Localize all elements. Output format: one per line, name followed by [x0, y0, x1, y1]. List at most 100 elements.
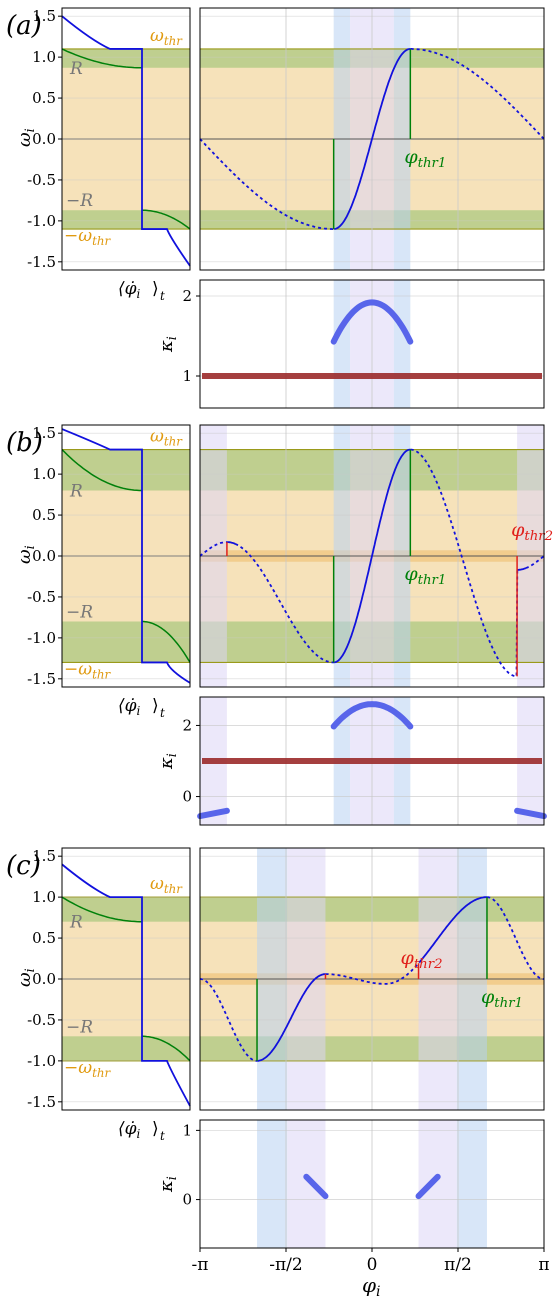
kappa-arc	[330, 299, 414, 345]
upper-green-curve	[61, 449, 142, 492]
y-tick-label: 0.0	[32, 130, 56, 148]
y-tick-label: -0.5	[27, 171, 56, 189]
left-panel-frame	[61, 7, 191, 271]
omega-curve-dotted	[199, 541, 228, 557]
lower-R-band	[62, 621, 190, 663]
phase-panel-frame	[199, 424, 545, 688]
panel-3: -1.5 -1.0 -0.5 0.0 0.5 1.0 1.5 ωthr R −R −ωthr ⟨φ̇i…	[6, 847, 550, 1300]
y-tick-label: -1.0	[27, 212, 56, 230]
y-tick-label: -1.5	[27, 1093, 56, 1111]
phase-panel: φthr1	[199, 7, 545, 271]
kappa-panel: 0 1 κi -π -π/2 0 π/2 π φi	[156, 1119, 550, 1300]
velocity-step-curve	[61, 863, 191, 1107]
phase-panel-frame	[199, 7, 545, 271]
phi-thr1-label: φthr1	[404, 563, 446, 588]
y-tick-label: 1.5	[32, 424, 56, 442]
lower-green-curve	[142, 1035, 191, 1062]
velocity-step-curve	[61, 428, 191, 684]
left-xlabel-sub: t	[160, 1129, 165, 1143]
left-distribution-panel: -1.5 -1.0 -0.5 0.0 0.5 1.0 1.5 ωthr R −R −ωthr ⟨φ̇i…	[6, 847, 191, 1143]
omega-curve-dotted	[410, 48, 545, 140]
y-tick-label: -1.5	[27, 253, 56, 271]
lower-R-band	[62, 210, 190, 230]
omega-curve-dotted	[487, 896, 544, 980]
panel-label: (b)	[6, 428, 43, 458]
left-xlabel-sub: t	[160, 289, 165, 303]
y-tick-label: 0.5	[32, 929, 56, 947]
omega-curve-dotted	[200, 978, 258, 1062]
kappa-flat-band	[202, 758, 542, 764]
x-tick-label: π/2	[444, 1255, 472, 1275]
vertical-band	[287, 1120, 326, 1248]
left-xlabel-sub: t	[160, 706, 165, 720]
y-tick-label: 1.5	[32, 847, 56, 865]
phi-thr2-label: φthr2	[401, 947, 443, 972]
omega-curve-dotted	[410, 448, 519, 678]
upper-R-band	[62, 48, 190, 68]
neg-omega-thr-label: −ωthr	[64, 226, 112, 248]
left-distribution-panel: -1.5 -1.0 -0.5 0.0 0.5 1.0 1.5 ωthr R −R −ωthr ⟨φ̇i…	[6, 424, 191, 720]
neg-R-label: −R	[66, 1017, 93, 1037]
R-label: R	[69, 59, 83, 79]
upper-green-curve	[61, 896, 142, 923]
omega-curve-dotted	[234, 543, 335, 664]
omega-thr-label: ωthr	[150, 427, 183, 449]
x-tick-label: π	[538, 1255, 549, 1275]
R-label: R	[69, 482, 83, 502]
kappa-arc	[303, 1173, 329, 1200]
y-tick-label: -0.5	[27, 588, 56, 606]
left-xlabel: ⟨φ̇i	[118, 1119, 141, 1141]
kappa-tick-label: 2	[182, 287, 192, 305]
y-tick-label: 0.5	[32, 89, 56, 107]
neg-omega-thr-label: −ωthr	[64, 659, 112, 681]
phase-panel: φthr1 φthr2	[199, 847, 545, 1111]
upper-R-band	[62, 449, 190, 491]
neg-R-label: −R	[66, 191, 93, 211]
vertical-band	[393, 280, 411, 408]
velocity-step-curve	[61, 15, 191, 267]
x-axis-label: φi	[362, 1273, 381, 1300]
kappa-arc	[330, 701, 414, 730]
kappa-flat-band	[202, 373, 542, 379]
phi-thr1-label: φthr1	[404, 146, 446, 171]
lower-green-curve	[141, 209, 191, 230]
omega-curve-dotted	[199, 138, 335, 230]
kappa-panel: 1 2 κi	[156, 279, 545, 409]
left-panel-frame	[61, 424, 191, 688]
vertical-band	[257, 1120, 288, 1248]
y-tick-label: 1.5	[32, 7, 56, 25]
omega-curve-solid	[517, 567, 527, 571]
left-xlabel-close: ⟩	[152, 279, 159, 299]
omega-curve-solid	[257, 973, 326, 1062]
y-tick-label: -1.5	[27, 670, 56, 688]
y-tick-label: 1.0	[32, 48, 56, 66]
panel-1: -1.5 -1.0 -0.5 0.0 0.5 1.0 1.5 ωthr R −R −ωthr ⟨φ̇i…	[6, 7, 545, 409]
kappa-axis-label: κi	[156, 753, 179, 770]
phi-thr1-label: φthr1	[481, 986, 523, 1011]
y-tick-label: 0.0	[32, 970, 56, 988]
omega-curve-solid	[227, 541, 236, 545]
left-panel-frame	[61, 847, 191, 1111]
kappa-edge-tail	[514, 807, 547, 820]
left-xlabel: ⟨φ̇i	[118, 696, 141, 718]
omega-thr-label: ωthr	[150, 874, 183, 896]
x-tick-label: 0	[367, 1255, 378, 1275]
phase-panel-frame	[199, 847, 545, 1111]
kappa-tick-label: 2	[182, 716, 192, 734]
lower-R-band	[62, 1036, 190, 1061]
phase-panel: φthr1 φthr2	[199, 424, 553, 688]
omega-curve-dotted	[525, 555, 545, 569]
y-axis-label: ωi	[14, 968, 37, 987]
phi-thr2-label: φthr2	[511, 519, 553, 544]
vertical-band	[418, 1120, 457, 1248]
upper-green-curve	[61, 48, 143, 69]
kappa-frame	[199, 279, 545, 409]
kappa-edge-tail	[197, 807, 230, 820]
kappa-tick-label: 0	[182, 788, 192, 806]
y-tick-label: 1.0	[32, 465, 56, 483]
upper-R-band	[62, 897, 190, 922]
omega-curve-solid	[334, 48, 411, 230]
neg-R-label: −R	[66, 603, 93, 623]
left-xlabel-close: ⟩	[152, 1119, 159, 1139]
